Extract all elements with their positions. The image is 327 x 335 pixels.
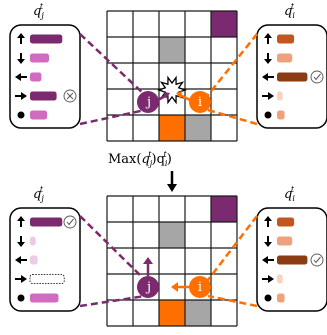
- top-left-panel: [9, 24, 81, 129]
- bottom-right-check-icon: [310, 253, 324, 267]
- bottom-left-stay-dot-icon: [17, 294, 25, 302]
- bottom-right-panel: [256, 207, 327, 312]
- top-left-q-value-bar: [30, 34, 63, 44]
- bottom-left-panel-title: qjt: [33, 185, 44, 203]
- bottom-left-connector-line: [79, 294, 146, 308]
- top-right-arrow-left-icon-head: [262, 73, 268, 81]
- bottom-right-panel-title: qit: [284, 185, 295, 203]
- bottom-right-q-value-bar: [277, 274, 283, 284]
- top-left-panel-title: qjt: [33, 2, 44, 20]
- top-left-q-value-bar: [30, 110, 48, 120]
- top-right-q-value-bar: [277, 72, 308, 82]
- top-right-arrow-down-icon-head: [264, 59, 272, 64]
- bottom-grid-cell: [159, 222, 185, 248]
- top-left-q-value-bar: [30, 72, 42, 82]
- bottom-left-arrow-left-icon-head: [15, 256, 21, 264]
- transition-down-arrow-head: [167, 184, 177, 192]
- top-agent-i: [189, 91, 211, 113]
- top-left-q-value-bar: [30, 91, 57, 101]
- bottom-right-arrow-up-icon-head: [264, 216, 272, 221]
- bottom-left-arrow-down-icon-head: [17, 242, 25, 247]
- bottom-agent-j: [137, 276, 159, 298]
- top-left-arrow-down-icon-head: [17, 59, 25, 64]
- top-right-q-value-bar: [277, 34, 295, 44]
- top-right-q-value-bar: [277, 53, 293, 63]
- bottom-right-q-value-bar: [277, 217, 295, 227]
- top-left-connector-line: [79, 108, 146, 126]
- top-right-arrow-up-icon-head: [264, 33, 272, 38]
- bottom-left-panel-frame: [9, 207, 81, 312]
- top-left-cross-mark: [66, 92, 74, 100]
- top-grid-cell: [159, 115, 185, 141]
- bottom-right-q-value-bar: [277, 293, 285, 303]
- bottom-grid-cell: [185, 300, 211, 326]
- bottom-left-check-mark: [66, 218, 74, 226]
- top-right-q-value-bar: [277, 110, 285, 120]
- top-agent-i-move-arrow-head: [176, 91, 182, 99]
- top-right-check-icon: [310, 70, 324, 84]
- bottom-grid-cell: [211, 196, 237, 222]
- top-left-connector-line: [79, 33, 146, 96]
- bottom-agent-i-move-arrow-head: [171, 282, 178, 292]
- bottom-grid-cell: [159, 300, 185, 326]
- top-agent-j-move-arrow-head: [164, 92, 170, 99]
- top-agent-j-label: j: [146, 95, 152, 110]
- bottom-right-connector-line: [207, 215, 258, 281]
- bottom-right-check-mark: [313, 256, 321, 264]
- top-grid: [106, 10, 238, 142]
- top-right-check-mark: [313, 73, 321, 81]
- bottom-agent-j-label: j: [146, 280, 152, 295]
- bottom-right-arrow-left-icon-head: [262, 256, 268, 264]
- bottom-left-q-value-bar: [29, 274, 65, 284]
- bottom-left-check-icon: [63, 215, 77, 229]
- bottom-agent-i-label: i: [197, 280, 203, 295]
- top-grid-cell: [159, 37, 185, 63]
- top-right-connector-line: [207, 33, 258, 96]
- bottom-right-connector-line: [207, 294, 258, 308]
- top-right-stay-dot-icon: [264, 111, 272, 119]
- top-right-arrow-right-icon-head: [268, 92, 274, 100]
- top-grid-cell: [185, 115, 211, 141]
- bottom-left-q-value-bar: [30, 255, 38, 265]
- bottom-right-arrow-right-icon-head: [268, 275, 274, 283]
- top-left-q-value-bar: [30, 53, 49, 63]
- top-left-arrow-left-icon-head: [15, 73, 21, 81]
- top-grid-cell: [211, 11, 237, 37]
- bottom-right-arrow-down-icon-head: [264, 242, 272, 247]
- bottom-right-q-value-bar: [277, 255, 308, 265]
- bottom-agent-i: [189, 276, 211, 298]
- top-agent-i-label: i: [197, 95, 203, 110]
- bottom-agent-j-move-arrow-head: [143, 257, 153, 264]
- top-agent-i-move-arrow: [179, 93, 191, 102]
- top-right-panel: [256, 24, 327, 129]
- bottom-left-connector-line: [79, 215, 146, 281]
- top-right-connector-line: [207, 108, 258, 126]
- bottom-right-stay-dot-icon: [264, 294, 272, 302]
- bottom-left-q-value-bar: [30, 236, 36, 246]
- top-left-arrow-up-icon-head: [17, 33, 25, 38]
- bottom-left-q-value-bar: [30, 293, 59, 303]
- bottom-left-panel: [9, 207, 81, 312]
- bottom-grid: [106, 195, 238, 327]
- bottom-left-q-value-bar: [30, 217, 63, 227]
- top-left-arrow-right-icon-head: [21, 92, 27, 100]
- top-right-panel-title: qit: [284, 2, 295, 20]
- comparison-caption: Max(qjt)qit): [108, 150, 172, 168]
- top-left-stay-dot-icon: [17, 111, 25, 119]
- bottom-left-arrow-up-icon-head: [17, 216, 25, 221]
- bottom-left-arrow-right-icon-head: [21, 275, 27, 283]
- top-left-panel-frame: [9, 24, 81, 129]
- top-right-q-value-bar: [277, 91, 283, 101]
- top-agent-j: [137, 91, 159, 113]
- bottom-right-q-value-bar: [277, 236, 293, 246]
